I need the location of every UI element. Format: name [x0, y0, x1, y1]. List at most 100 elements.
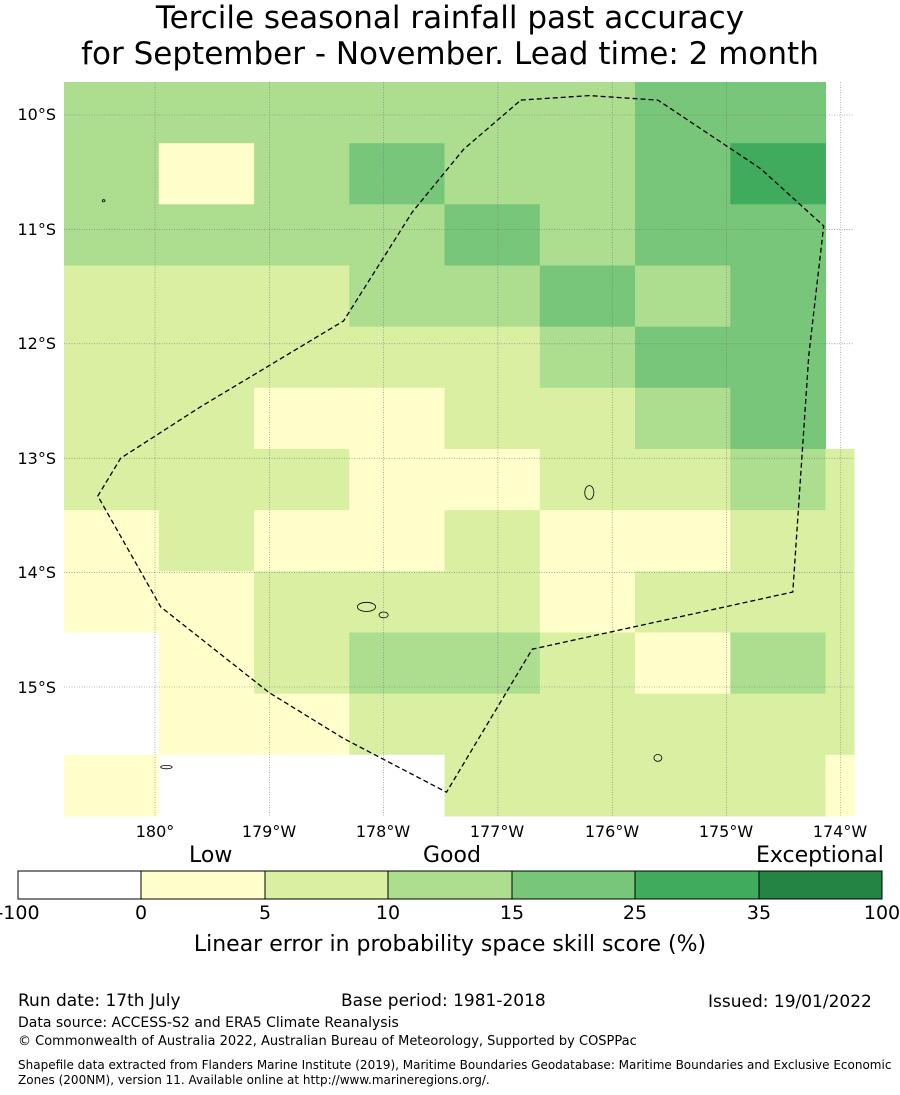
grid-cell	[349, 387, 445, 450]
grid-cell	[444, 693, 541, 756]
colorbar-tick: -100	[0, 902, 40, 924]
colorbar-segment-7	[759, 871, 882, 899]
run-date: Run date: 17th July	[18, 991, 181, 1011]
grid-cell	[64, 265, 160, 328]
grid-cell	[539, 571, 636, 633]
grid-cell	[444, 82, 541, 144]
grid-cell	[635, 204, 731, 266]
grid-cell	[254, 204, 350, 266]
grid-cell	[635, 387, 731, 450]
grid-cell	[539, 82, 636, 144]
skill-grid-cells	[64, 82, 855, 817]
grid-cell	[635, 143, 731, 205]
island-outline	[160, 764, 173, 770]
grid-cell	[825, 632, 855, 695]
grid-cell	[158, 632, 255, 695]
colorbar-segment-6	[635, 871, 759, 899]
grid-cell	[158, 387, 255, 450]
x-tick-175w: 175°W	[698, 822, 754, 841]
grid-cell	[158, 754, 255, 817]
grid-cell	[444, 387, 541, 450]
grid-cell	[158, 204, 255, 266]
island-outline	[378, 611, 389, 619]
grid-cell	[349, 693, 445, 756]
grid-cell	[539, 693, 636, 756]
grid-cell	[444, 754, 541, 817]
grid-cell	[539, 326, 636, 389]
grid-cell	[349, 510, 445, 572]
grid-cell	[444, 265, 541, 328]
island-outlines	[101, 199, 663, 770]
x-tick-177w: 177°W	[469, 822, 525, 841]
grid-cell	[635, 265, 731, 328]
grid-cell	[444, 326, 541, 389]
grid-cell	[254, 82, 350, 144]
colorbar-tick: 0	[134, 902, 148, 924]
colorbar-segment-5	[512, 871, 635, 899]
map-title-line-1: Tercile seasonal rainfall past accuracy	[155, 0, 745, 36]
x-tick-178w: 178°W	[355, 822, 411, 841]
grid-cell	[539, 632, 636, 695]
grid-cell	[64, 449, 160, 511]
grid-cell	[635, 326, 731, 389]
grid-cell	[825, 754, 855, 817]
grid-cell	[64, 326, 160, 389]
grid-cell	[539, 204, 636, 266]
grid-cell	[64, 82, 160, 144]
grid-cell	[254, 143, 350, 205]
grid-cell	[349, 754, 445, 817]
grid-cell	[730, 632, 826, 695]
colorbar-tick: 15	[499, 902, 525, 924]
grid-cell	[730, 693, 826, 756]
x-tick-174w: 174°W	[812, 822, 868, 841]
grid-cell	[254, 449, 350, 511]
grid-cell	[349, 326, 445, 389]
x-tick-180: 180°	[135, 822, 175, 841]
island-outline	[356, 601, 376, 612]
colorbar-label: Linear error in probability space skill …	[193, 932, 707, 957]
grid-cell	[635, 510, 731, 572]
grid-cell	[825, 693, 855, 756]
eez-boundary-line	[97, 94, 825, 794]
grid-cell	[349, 82, 445, 144]
grid-cell	[349, 143, 445, 205]
grid-cell	[730, 204, 826, 266]
grid-cell	[825, 571, 855, 633]
category-good: Good	[423, 843, 481, 868]
colorbar-segment-2	[141, 871, 265, 899]
grid-cell	[64, 571, 160, 633]
grid-cell	[444, 204, 541, 266]
island-outline	[584, 485, 595, 500]
grid-cell	[64, 387, 160, 450]
grid-cell	[254, 387, 350, 450]
grid-cell	[254, 510, 350, 572]
grid-cell	[254, 326, 350, 389]
grid-cell	[730, 82, 826, 144]
colorbar-tick: 5	[258, 902, 272, 924]
grid-cell	[730, 510, 826, 572]
grid-cell	[730, 754, 826, 817]
grid-cell	[64, 204, 160, 266]
colorbar-tick: 100	[863, 902, 900, 924]
grid-cell	[158, 326, 255, 389]
grid-cell	[64, 143, 160, 205]
grid-cell	[539, 265, 636, 328]
island-outline	[101, 199, 106, 203]
grid-cell	[64, 693, 160, 756]
grid-cell	[64, 754, 160, 817]
map-gridlines	[64, 82, 854, 816]
grid-cell	[635, 754, 731, 817]
grid-cell	[349, 265, 445, 328]
grid-cell	[730, 265, 826, 328]
grid-cell	[254, 571, 350, 633]
grid-cell	[635, 82, 731, 144]
grid-cell	[158, 510, 255, 572]
grid-cell	[254, 632, 350, 695]
grid-cell	[158, 571, 255, 633]
y-tick-14s: 14°S	[17, 563, 56, 582]
grid-cell	[64, 632, 160, 695]
y-tick-15s: 15°S	[17, 678, 56, 697]
y-tick-11s: 11°S	[17, 220, 56, 239]
grid-cell	[158, 693, 255, 756]
grid-cell	[635, 632, 731, 695]
